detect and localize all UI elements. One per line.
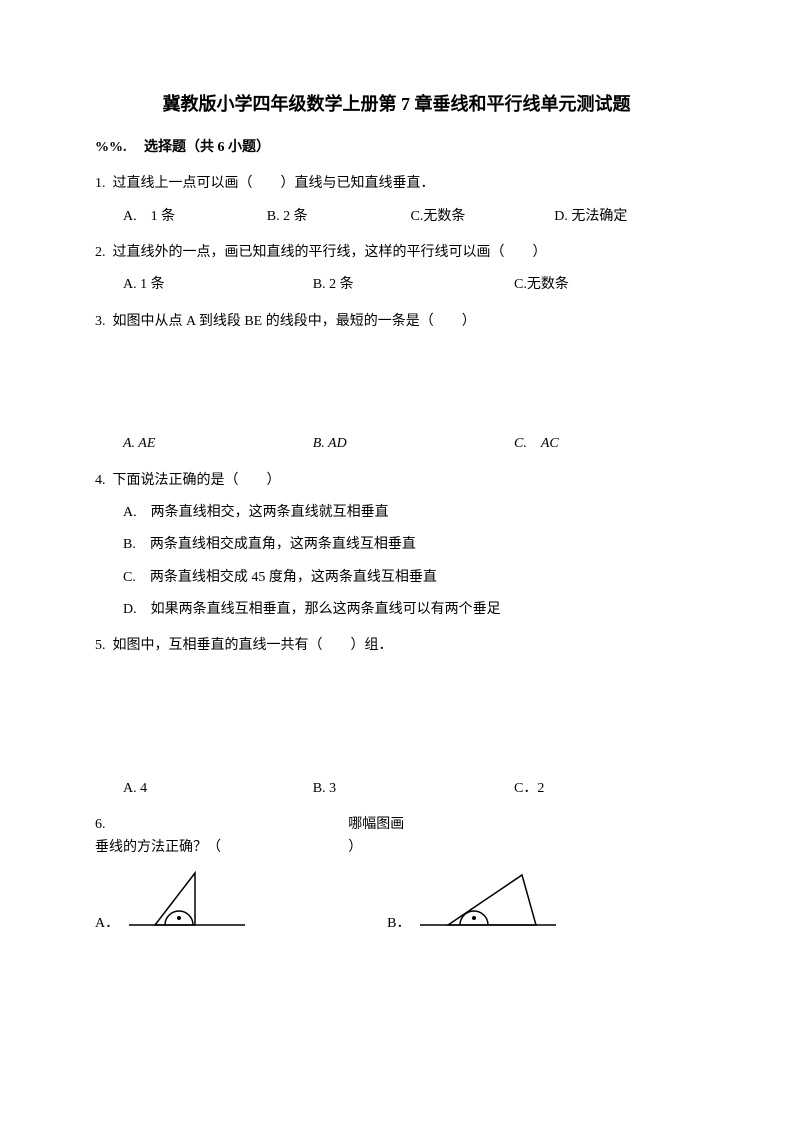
q1-text: 1. 过直线上一点可以画（ ）直线与已知直线垂直． [95, 173, 698, 195]
q5-opt-c: C．2 [514, 778, 687, 800]
triangle-a-icon [127, 865, 247, 935]
q5-number: 5. [95, 638, 106, 653]
q6-opt-b: B． [387, 865, 558, 935]
q5-opt-b: B. 3 [313, 778, 514, 800]
q3-opt-c: C. AC [514, 433, 687, 455]
q1-opt-d: D. 无法确定 [554, 206, 698, 228]
question-1: 1. 过直线上一点可以画（ ）直线与已知直线垂直． A. 1 条 B. 2 条 … [95, 173, 698, 228]
q5-text: 5. 如图中，互相垂直的直线一共有（ ）组． [95, 635, 698, 657]
q3-body: 如图中从点 A 到线段 BE 的线段中，最短的一条是（ ） [113, 314, 476, 329]
section-marker: %%. [95, 140, 127, 155]
q6-opt-a-label: A． [95, 913, 119, 935]
q2-options: A. 1 条 B. 2 条 C.无数条 [95, 274, 698, 296]
q1-options: A. 1 条 B. 2 条 C.无数条 D. 无法确定 [95, 206, 698, 228]
question-6: 6. 垂线的方法正确？（ 哪幅图画 ） A． B． [95, 814, 698, 935]
q4-options: A. 两条直线相交，这两条直线就互相垂直 B. 两条直线相交成直角，这两条直线互… [95, 502, 698, 622]
q4-text: 4. 下面说法正确的是（ ） [95, 470, 698, 492]
q2-opt-a: A. 1 条 [123, 274, 313, 296]
q2-text: 2. 过直线外的一点，画已知直线的平行线，这样的平行线可以画（ ） [95, 242, 698, 264]
q5-options: A. 4 B. 3 C．2 [95, 778, 698, 800]
q4-opt-b: B. 两条直线相交成直角，这两条直线互相垂直 [123, 534, 698, 556]
q1-number: 1. [95, 176, 106, 191]
q4-number: 4. [95, 473, 106, 488]
q2-opt-b: B. 2 条 [313, 274, 514, 296]
q6-body-left: 垂线的方法正确？（ [95, 840, 221, 855]
q4-opt-a: A. 两条直线相交，这两条直线就互相垂直 [123, 502, 698, 524]
question-5: 5. 如图中，互相垂直的直线一共有（ ）组． A. 4 B. 3 C．2 [95, 635, 698, 800]
triangle-b-icon [418, 865, 558, 935]
q6-opt-b-label: B． [387, 913, 410, 935]
q3-text: 3. 如图中从点 A 到线段 BE 的线段中，最短的一条是（ ） [95, 311, 698, 333]
q2-number: 2. [95, 245, 106, 260]
q5-figure-placeholder [95, 668, 698, 778]
q5-opt-a: A. 4 [123, 778, 313, 800]
q6-number: 6. [95, 817, 106, 832]
section-header: %%. 选择题（共 6 小题） [95, 137, 698, 159]
question-4: 4. 下面说法正确的是（ ） A. 两条直线相交，这两条直线就互相垂直 B. 两… [95, 470, 698, 622]
q6-text-row: 6. 垂线的方法正确？（ 哪幅图画 ） [95, 814, 698, 859]
q6-body-mid: 哪幅图画 ） [348, 814, 457, 859]
section-label: 选择题（共 6 小题） [144, 140, 270, 155]
page-title: 冀教版小学四年级数学上册第 7 章垂线和平行线单元测试题 [95, 90, 698, 119]
q3-figure-placeholder [95, 343, 698, 433]
q4-body: 下面说法正确的是（ ） [113, 473, 281, 488]
q1-opt-b: B. 2 条 [267, 206, 411, 228]
q1-body: 过直线上一点可以画（ ）直线与已知直线垂直． [113, 176, 435, 191]
q2-body: 过直线外的一点，画已知直线的平行线，这样的平行线可以画（ ） [113, 245, 547, 260]
q4-opt-c: C. 两条直线相交成 45 度角，这两条直线互相垂直 [123, 567, 698, 589]
q6-opt-a: A． [95, 865, 247, 935]
q3-options: A. AE B. AD C. AC [95, 433, 698, 455]
q6-options: A． B． [95, 865, 698, 935]
q3-number: 3. [95, 314, 106, 329]
q3-opt-a: A. AE [123, 433, 313, 455]
q1-opt-c: C.无数条 [411, 206, 555, 228]
q4-opt-d: D. 如果两条直线互相垂直，那么这两条直线可以有两个垂足 [123, 599, 698, 621]
q5-body: 如图中，互相垂直的直线一共有（ ）组． [113, 638, 393, 653]
q1-opt-a: A. 1 条 [123, 206, 267, 228]
question-3: 3. 如图中从点 A 到线段 BE 的线段中，最短的一条是（ ） A. AE B… [95, 311, 698, 456]
q2-opt-c: C.无数条 [514, 274, 687, 296]
q3-opt-b: B. AD [313, 433, 514, 455]
question-2: 2. 过直线外的一点，画已知直线的平行线，这样的平行线可以画（ ） A. 1 条… [95, 242, 698, 297]
